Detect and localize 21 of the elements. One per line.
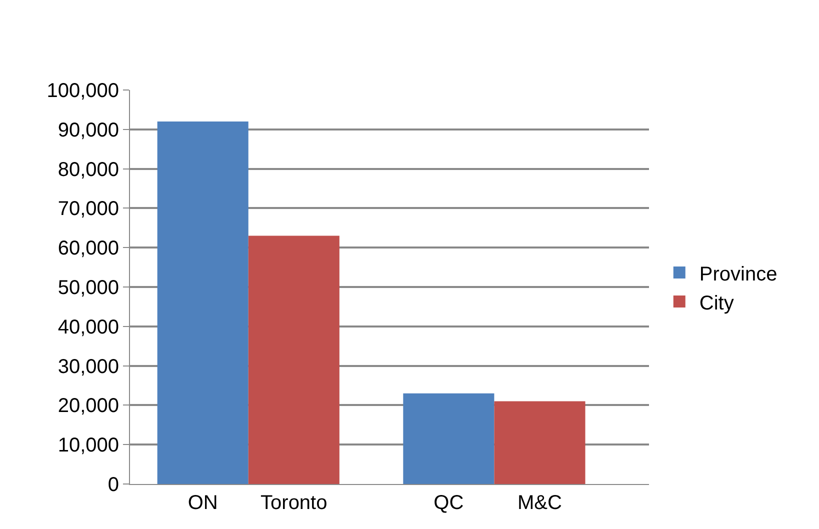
bar (248, 236, 340, 484)
bar (494, 401, 586, 484)
y-tick-label: 30,000 (58, 356, 119, 378)
y-tick-label: 10,000 (58, 434, 119, 457)
legend-label: City (699, 292, 734, 314)
x-tick-label: QC (434, 492, 464, 514)
y-tick-label: 40,000 (58, 316, 119, 338)
y-tick-label: 60,000 (58, 238, 119, 260)
y-tick-label: 0 (108, 474, 119, 496)
x-tick-label: M&C (518, 492, 562, 514)
x-tick-label: Toronto (260, 492, 328, 514)
legend-label: Province (699, 263, 778, 286)
y-tick-label: 70,000 (58, 198, 119, 220)
y-tick-label: 20,000 (58, 395, 119, 418)
x-tick-label: ON (188, 492, 218, 514)
bar (157, 122, 248, 484)
y-tick-label: 100,000 (46, 80, 119, 102)
y-tick-label: 80,000 (58, 158, 119, 181)
y-tick-label: 90,000 (58, 119, 119, 142)
y-tick-label: 50,000 (58, 277, 119, 299)
bar (403, 393, 494, 484)
